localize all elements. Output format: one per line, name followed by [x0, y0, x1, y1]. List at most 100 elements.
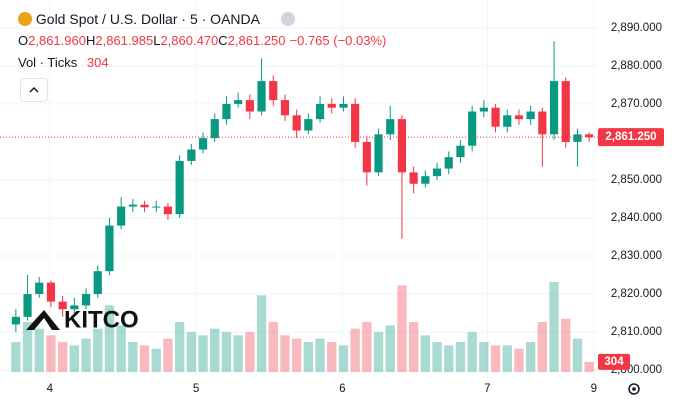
- ohlc-row: O2,861.960H2,861.985L2,860.470C2,861.250…: [18, 30, 386, 52]
- candle-body: [257, 81, 266, 112]
- ohlc-value: 2,860.470: [160, 33, 219, 48]
- candle-body: [351, 103, 360, 142]
- y-tick-label: 2,840.000: [611, 212, 662, 224]
- candle-body: [280, 100, 290, 116]
- candle-body: [421, 176, 430, 184]
- volume-bar: [221, 332, 232, 372]
- candle-body: [117, 206, 126, 226]
- candle-body: [386, 119, 395, 135]
- volume-bar: [11, 342, 21, 372]
- candle-body: [503, 115, 512, 127]
- candle-body: [23, 294, 32, 317]
- volume-bar: [327, 342, 337, 372]
- price-tag-label: 2,861.250: [605, 131, 656, 143]
- volume-bar: [210, 328, 220, 372]
- volume-bar: [69, 345, 80, 372]
- y-tick-label: 2,830.000: [611, 250, 662, 262]
- settings-icon[interactable]: [628, 383, 640, 395]
- y-tick-label: 2,890.000: [611, 22, 662, 34]
- volume-bar: [34, 328, 44, 372]
- volume-bar: [233, 335, 243, 372]
- volume-bar: [163, 338, 173, 372]
- candle-body: [432, 168, 442, 177]
- volume-bar: [350, 328, 360, 372]
- candle-body: [58, 301, 67, 310]
- x-tick-label: 5: [193, 383, 199, 395]
- candle-body: [187, 149, 196, 161]
- x-tick-label: 7: [484, 383, 490, 395]
- candle-body: [304, 119, 313, 131]
- volume-bar: [57, 342, 68, 372]
- volume-bar: [338, 345, 349, 372]
- symbol-icon: [18, 12, 32, 26]
- volume-bar: [128, 342, 138, 372]
- volume-bar: [537, 322, 548, 372]
- volume-bar: [455, 342, 466, 372]
- volume-bar: [93, 328, 103, 372]
- volume-bar: [81, 338, 91, 372]
- volume-bar: [256, 295, 267, 372]
- volume-bar: [291, 338, 302, 372]
- volume-bar: [46, 335, 56, 372]
- close-icon[interactable]: [281, 12, 296, 26]
- volume-name: Vol · Ticks: [18, 55, 78, 70]
- candle-body: [456, 145, 465, 158]
- volume-bar: [198, 335, 208, 372]
- candle-body: [198, 138, 208, 150]
- ohlc-value: 2,861.960: [28, 33, 86, 48]
- y-tick-label: 2,880.000: [611, 60, 662, 72]
- volume-bar: [572, 338, 583, 372]
- candle-body: [292, 115, 301, 131]
- volume-bar: [432, 342, 442, 372]
- volume-bar: [549, 282, 559, 372]
- volume-row: Vol · Ticks 304: [18, 52, 386, 74]
- volume-bar: [104, 305, 115, 372]
- candle-body: [339, 103, 348, 108]
- candle-body: [11, 316, 20, 325]
- candle-body: [549, 81, 559, 135]
- ohlc-key: C: [218, 33, 228, 48]
- volume-bar: [525, 342, 536, 372]
- volume-bar: [514, 348, 524, 372]
- x-tick-label: 9: [591, 383, 597, 395]
- candle-body: [409, 172, 418, 184]
- ohlc-key: L: [153, 33, 161, 48]
- ohlc-key: O: [18, 33, 29, 48]
- volume-bar: [268, 322, 278, 372]
- candle-body: [163, 206, 173, 215]
- volume-bar: [186, 332, 197, 372]
- candle-body: [152, 206, 161, 208]
- volume-bar: [502, 345, 512, 372]
- ohlc-value: 2,861.985: [95, 33, 154, 48]
- volume-bar: [397, 285, 407, 372]
- candle-body: [81, 294, 91, 306]
- x-tick-label: 6: [339, 383, 345, 395]
- volume-bar: [174, 322, 185, 372]
- candle-body: [362, 141, 371, 173]
- y-tick-label: 2,870.000: [611, 98, 662, 110]
- candle-body: [573, 134, 582, 142]
- logo-icon: [26, 310, 60, 330]
- y-tick-label: 2,810.000: [611, 326, 662, 338]
- candle-body: [585, 134, 594, 138]
- volume-bar: [116, 325, 126, 372]
- candle-body: [222, 103, 231, 120]
- candle-body: [397, 119, 407, 173]
- volume-tag-label: 304: [604, 356, 624, 368]
- volume-bar: [420, 335, 431, 372]
- candle-body: [479, 107, 488, 112]
- volume-bar: [561, 318, 571, 372]
- candle-body: [140, 204, 149, 208]
- change: −0.765 (−0.03%): [289, 33, 387, 48]
- candle-body: [105, 225, 114, 272]
- candle-body: [526, 111, 535, 120]
- volume-bar: [444, 345, 454, 372]
- y-tick-label: 2,850.000: [611, 174, 662, 186]
- logo-text: KITCO: [64, 306, 139, 333]
- price-tag: [598, 128, 664, 147]
- candle-body: [35, 282, 44, 295]
- volume-bar: [479, 342, 489, 372]
- title: Gold Spot / U.S. Dollar · 5 · OANDA: [35, 11, 260, 27]
- collapse-button[interactable]: [20, 78, 48, 102]
